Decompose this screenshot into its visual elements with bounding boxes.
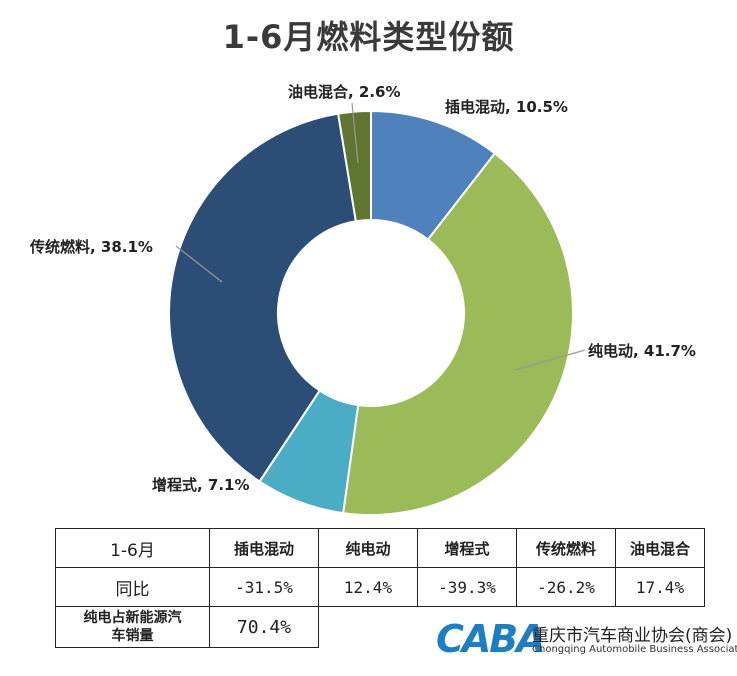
donut-slice: [342, 151, 574, 516]
leader-line: [351, 102, 359, 164]
caba-logo: CABA 重庆市汽车商业协会(商会) Chongqing Automobile …: [436, 617, 737, 661]
table-corner-cell: 1-6月: [55, 528, 210, 568]
slice-label: 传统燃料, 38.1%: [29, 238, 153, 256]
leader-line: [514, 349, 586, 371]
slice-label: 油电混合, 2.6%: [288, 83, 401, 101]
yoy-value: -31.5%: [209, 567, 319, 607]
donut-slice: [336, 109, 372, 223]
yoy-value: -26.2%: [516, 567, 616, 607]
table-header-row: 1-6月 插电混动 纯电动 增程式 传统燃料 油电混合: [55, 528, 705, 568]
yoy-value: 17.4%: [615, 567, 705, 607]
slice-label: 增程式, 7.1%: [152, 476, 250, 494]
slice-label: 插电混动, 10.5%: [445, 98, 568, 116]
donut-slice: [168, 112, 358, 483]
donut-chart: 插电混动, 10.5% 纯电动, 41.7% 增程式, 7.1% 传统燃料, 38.1…: [29, 83, 696, 516]
stats-table: 1-6月 插电混动 纯电动 增程式 传统燃料 油电混合 同比 -31.5% 12…: [55, 528, 705, 648]
ev-share-label: 纯电占新能源汽 车销量: [55, 606, 210, 648]
leader-line: [175, 245, 223, 283]
logo-name-cn: 重庆市汽车商业协会(商会): [532, 626, 733, 646]
table-header-cell: 油电混合: [615, 528, 705, 568]
yoy-value: -39.3%: [417, 567, 517, 607]
slice-label: 纯电动, 41.7%: [588, 342, 696, 360]
leader-line: [264, 467, 276, 479]
ev-share-label-line1: 纯电占新能源汽: [83, 610, 182, 626]
table-header-cell: 传统燃料: [516, 528, 616, 568]
logo-name-en: Chongqing Automobile Business Associatio…: [532, 644, 737, 655]
table-header-cell: 插电混动: [209, 528, 319, 568]
chart-title: 1-6月燃料类型份额: [222, 18, 515, 56]
table-header-cell: 增程式: [417, 528, 517, 568]
table-share-row: 纯电占新能源汽 车销量 70.4%: [55, 606, 705, 648]
table-header-cell: 纯电动: [318, 528, 418, 568]
logo-mark: CABA: [436, 617, 546, 661]
empty-cell: [319, 607, 418, 648]
ev-share-label-line2: 车销量: [111, 628, 154, 644]
yoy-value: 12.4%: [318, 567, 418, 607]
table-yoy-row: 同比 -31.5% 12.4% -39.3% -26.2% 17.4%: [55, 567, 705, 607]
ev-share-value: 70.4%: [209, 606, 319, 648]
yoy-label: 同比: [55, 567, 210, 607]
